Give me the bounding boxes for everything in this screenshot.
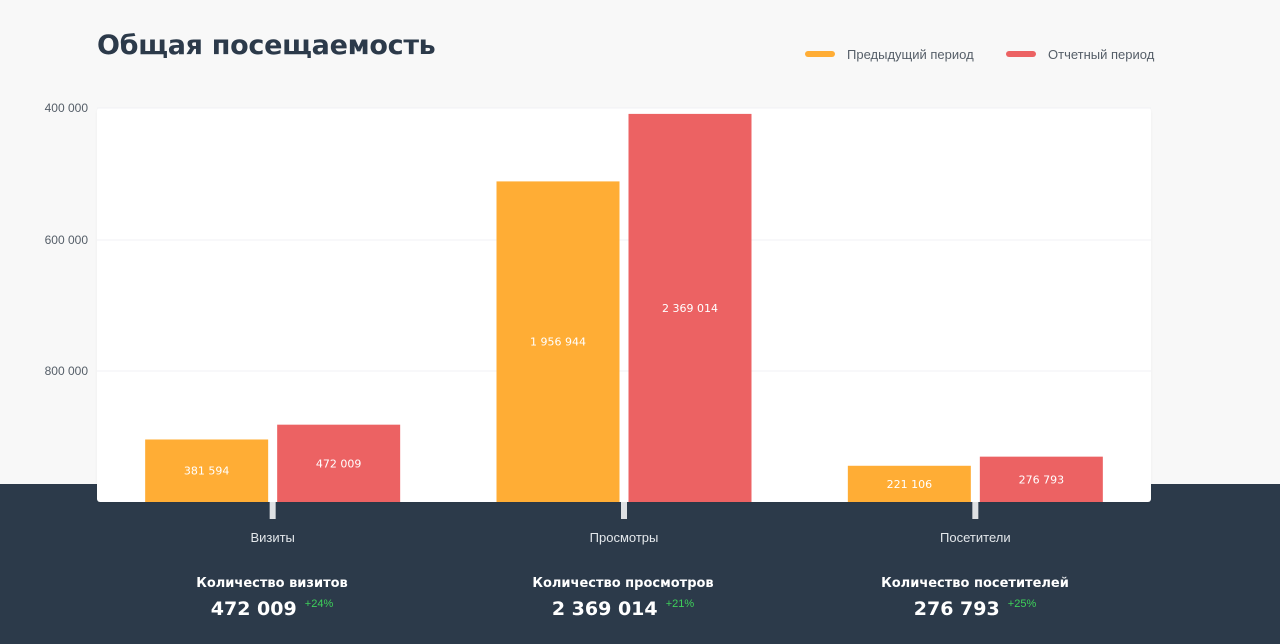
bar-value-label: 276 793 <box>1019 473 1065 486</box>
legend-label-current: Отчетный период <box>1048 46 1155 62</box>
footer-band <box>0 484 1280 644</box>
category-label: Просмотры <box>590 530 659 545</box>
summary-delta: +24% <box>304 598 334 610</box>
bar <box>145 439 269 502</box>
plot-area <box>97 108 1151 502</box>
summary-views: Количество просмотров 2 369 014 +21% <box>463 576 783 620</box>
page-title: Общая посещаемость <box>97 30 436 61</box>
category-tick <box>269 502 276 519</box>
category-label: Визиты <box>250 530 294 545</box>
summary-value: 2 369 014 <box>551 598 658 620</box>
y-tick-label: 600 000 <box>45 233 89 247</box>
bar-value-label: 221 106 <box>887 478 933 491</box>
category-label: Посетители <box>940 530 1011 545</box>
bars <box>145 113 1103 502</box>
summary-title: Количество просмотров <box>532 576 714 591</box>
summary-delta: +25% <box>1007 598 1037 610</box>
legend-item-previous[interactable]: Предыдущий период <box>805 44 974 64</box>
bar-labels: 381 594 472 009 1 956 944 2 369 014 221 106 2… <box>184 302 1064 491</box>
category-tick <box>972 502 979 519</box>
legend-swatch-previous <box>805 51 835 57</box>
bar-value-label: 472 009 <box>316 457 362 470</box>
bar <box>979 456 1103 502</box>
y-tick-label: 800 000 <box>45 364 89 378</box>
bar-value-label: 2 369 014 <box>662 302 718 315</box>
bar <box>847 465 971 502</box>
bar <box>277 424 401 502</box>
bar-value-label: 381 594 <box>184 465 230 478</box>
summary-value: 472 009 <box>210 598 297 620</box>
category-tick <box>621 502 627 519</box>
summary-visits: Количество визитов 472 009 +24% <box>112 576 432 620</box>
y-tick-label: 400 000 <box>45 101 89 115</box>
summary-delta: +21% <box>665 598 695 610</box>
bar-value-label: 1 956 944 <box>530 336 586 349</box>
bar <box>628 113 752 502</box>
bar <box>496 181 620 502</box>
summary-title: Количество визитов <box>196 576 348 591</box>
grid-lines <box>97 107 1151 372</box>
summary-visitors: Количество посетителей 276 793 +25% <box>815 576 1135 620</box>
category-labels: Визиты Просмотры Посетители <box>250 502 1011 545</box>
summary-title: Количество посетителей <box>881 576 1069 591</box>
legend-label-previous: Предыдущий период <box>847 46 974 62</box>
legend-item-current[interactable]: Отчетный период <box>1006 44 1154 64</box>
y-axis-ticks: 400 000 600 000 800 000 <box>45 101 89 378</box>
summary-value: 276 793 <box>913 598 1000 620</box>
legend-swatch-current <box>1006 51 1036 57</box>
